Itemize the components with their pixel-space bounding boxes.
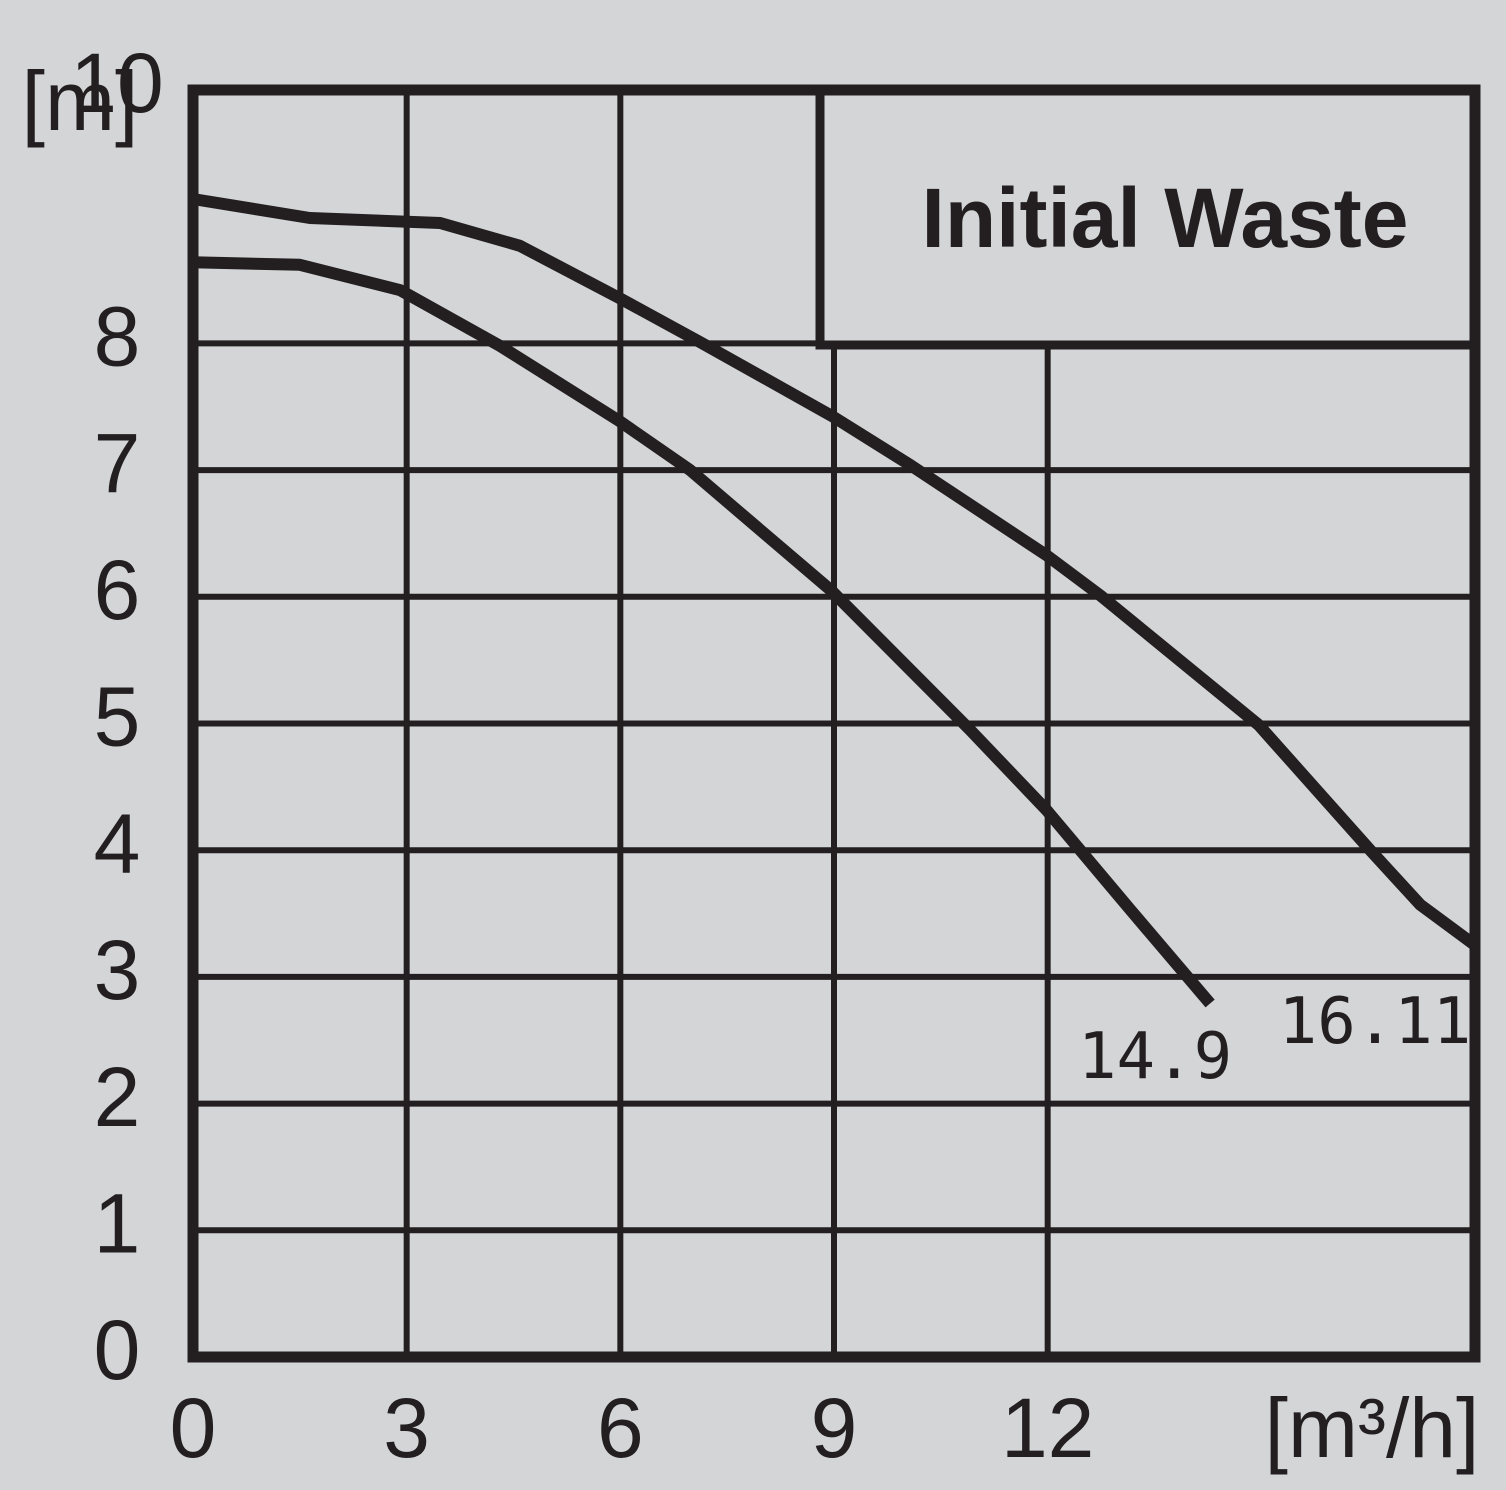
y-tick-label: 1 xyxy=(94,1176,141,1270)
y-tick-label: 6 xyxy=(94,543,141,637)
y-tick-label: 5 xyxy=(94,670,141,764)
x-tick-label: 0 xyxy=(170,1381,217,1475)
y-tick-label: 4 xyxy=(94,796,141,890)
plot-frame xyxy=(187,84,1481,1363)
series-label: 14.9 xyxy=(1078,1020,1232,1094)
curve xyxy=(192,256,1215,1008)
y-tick-label: 8 xyxy=(94,290,141,384)
y-axis-label: [m] xyxy=(22,54,139,148)
chart-title: Initial Waste xyxy=(922,171,1409,265)
x-axis-label: [m³/h] xyxy=(1265,1381,1480,1475)
y-tick-label: 0 xyxy=(94,1303,141,1397)
x-tick-label: 12 xyxy=(1001,1381,1094,1475)
x-tick-label: 6 xyxy=(597,1381,644,1475)
y-tick-label: 2 xyxy=(94,1050,141,1144)
y-tick-label: 7 xyxy=(94,416,141,510)
curve xyxy=(192,193,1479,951)
x-tick-label: 9 xyxy=(811,1381,858,1475)
y-tick-label: 3 xyxy=(94,923,141,1017)
y-tick-label: 10 xyxy=(70,36,163,130)
series-label: 16.11 xyxy=(1279,985,1472,1059)
x-tick-label: 3 xyxy=(383,1381,430,1475)
